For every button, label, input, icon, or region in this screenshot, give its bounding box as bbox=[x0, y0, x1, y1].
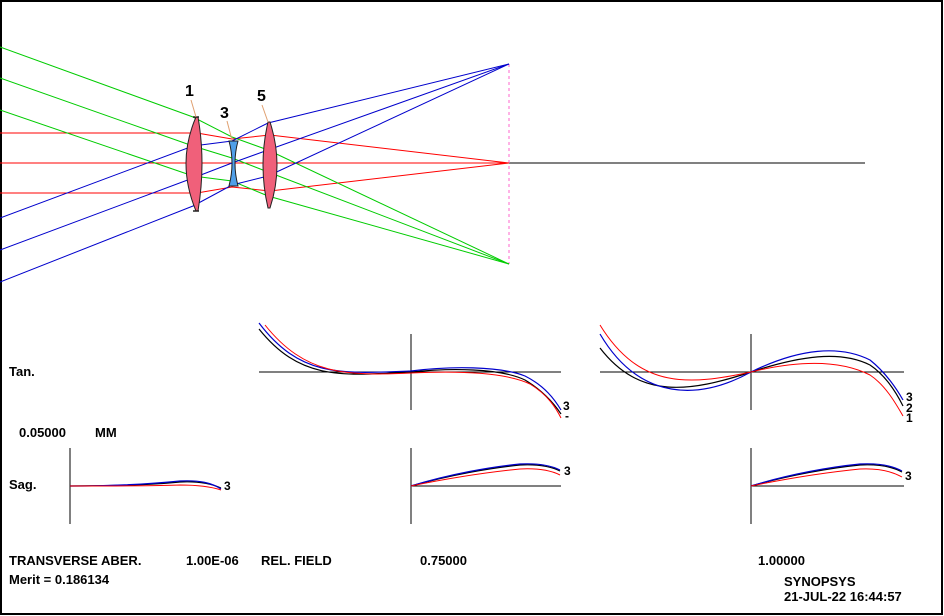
sag-plot-field-0.75: 3 bbox=[410, 448, 571, 524]
lens-1-element bbox=[185, 116, 203, 212]
scale-unit: MM bbox=[95, 425, 117, 440]
lens-3-label: 3 bbox=[220, 105, 229, 122]
full-field-ray bbox=[0, 63, 510, 283]
tan-curve-black bbox=[599, 347, 904, 407]
sag-right-curve-label: 3 bbox=[905, 469, 912, 483]
axial-ray bbox=[0, 162, 510, 194]
sag-curve-red bbox=[410, 468, 561, 487]
sag-curve-red bbox=[69, 484, 222, 491]
software-name: SYNOPSYS bbox=[784, 574, 856, 589]
tan-center-curve-label-2: - bbox=[565, 409, 569, 423]
tan-plot-field-0.75: 3 - bbox=[258, 322, 570, 423]
plot-footer: TRANSVERSE ABER. 1.00E-06 REL. FIELD 0.7… bbox=[9, 553, 902, 604]
full-field-ray-bundle bbox=[0, 63, 510, 283]
sag-curve-blue bbox=[410, 463, 561, 487]
sag-curve-black bbox=[750, 464, 903, 487]
mid-field-ray bbox=[0, 77, 510, 265]
sag-curve-red bbox=[750, 468, 903, 487]
plot-title: TRANSVERSE ABER. bbox=[9, 553, 141, 568]
field-value-0.75: 0.75000 bbox=[420, 553, 467, 568]
sag-plot-field-1.0: 3 bbox=[750, 448, 912, 524]
rel-field-label: REL. FIELD bbox=[261, 553, 332, 568]
merit-value: Merit = 0.186134 bbox=[9, 572, 110, 587]
tan-curve-red bbox=[264, 324, 562, 419]
tan-center-curve-label: 3 bbox=[563, 399, 570, 413]
aberration-plots: Tan. Sag. 0.05000 MM 3 - 3 2 1 bbox=[9, 322, 913, 524]
sag-center-curve-label: 3 bbox=[564, 464, 571, 478]
sag-left-curve-label: 3 bbox=[224, 479, 231, 493]
tan-curve-blue bbox=[258, 322, 562, 411]
tan-right-curve-label-3: 3 bbox=[906, 390, 913, 404]
tan-plot-field-1.0: 3 2 1 bbox=[599, 324, 913, 425]
wavelength-value: 1.00E-06 bbox=[186, 553, 239, 568]
axial-ray bbox=[0, 132, 510, 164]
tan-row-label: Tan. bbox=[9, 364, 35, 379]
full-field-ray bbox=[0, 63, 510, 251]
tan-curve-red bbox=[599, 324, 904, 417]
mid-field-ray bbox=[0, 46, 510, 265]
lens-5-label: 5 bbox=[257, 88, 266, 105]
sag-curve-black bbox=[69, 481, 222, 489]
lens-3-leader bbox=[226, 120, 233, 141]
lens-layout: 1 3 5 bbox=[0, 46, 865, 283]
scale-value: 0.05000 bbox=[19, 425, 66, 440]
lens-3-element bbox=[228, 140, 239, 187]
sag-row-label: Sag. bbox=[9, 477, 36, 492]
sag-plot-field-0: 3 bbox=[69, 448, 231, 524]
lens-5-element bbox=[262, 121, 278, 209]
full-field-ray bbox=[0, 63, 510, 219]
timestamp: 21-JUL-22 16:44:57 bbox=[784, 589, 902, 604]
tan-curve-blue bbox=[599, 333, 904, 401]
mid-field-ray-bundle bbox=[0, 46, 510, 265]
lens-5-leader bbox=[261, 104, 269, 123]
field-value-1.0: 1.00000 bbox=[758, 553, 805, 568]
axial-ray-bundle bbox=[0, 132, 510, 194]
tan-right-curve-label-1: 1 bbox=[906, 411, 913, 425]
tan-right-curve-label-2: 2 bbox=[906, 401, 913, 415]
sag-curve-black bbox=[410, 464, 561, 487]
lens-1-leader bbox=[190, 99, 197, 118]
sag-curve-blue bbox=[750, 463, 903, 487]
lens-1-label: 1 bbox=[185, 83, 194, 100]
